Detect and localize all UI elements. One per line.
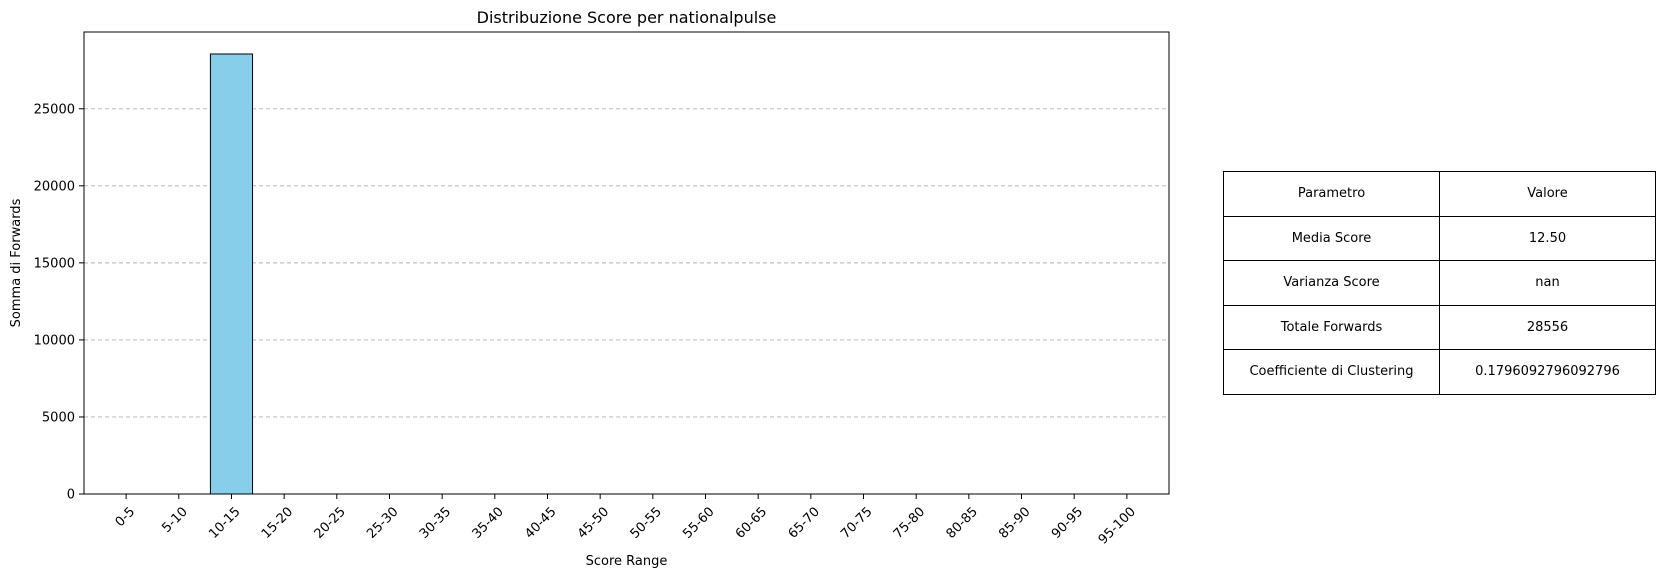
x-tick-label: 5-10 [159,504,190,535]
table-cell: Coefficiente di Clustering [1223,349,1440,395]
table-cell: Varianza Score [1223,260,1440,306]
x-tick-label: 10-15 [206,504,243,541]
table-cell: nan [1439,260,1656,306]
x-tick-label: 15-20 [259,504,296,541]
y-axis: 0 5000 10000 15000 20000 25000 [34,102,84,503]
table-row: Varianza Score nan [1223,260,1656,306]
x-tick-label: 80-85 [944,504,981,541]
table-cell: 12.50 [1439,215,1656,261]
x-tick-label: 60-65 [733,504,770,541]
table-cell: Totale Forwards [1223,304,1440,350]
table-cell: 28556 [1439,304,1656,350]
x-tick-label: 20-25 [312,504,349,541]
table-row: Media Score 12.50 [1223,215,1656,261]
table-header-cell: Parametro [1223,171,1440,217]
y-tick-label: 0 [67,488,75,503]
table-row: Totale Forwards 28556 [1223,304,1656,350]
chart-title: Distribuzione Score per nationalpulse [477,8,777,27]
grid-lines [84,108,1169,418]
table-row: Coefficiente di Clustering 0.17960927960… [1223,349,1656,395]
x-tick-label: 85-90 [996,504,1033,541]
table-header-row: Parametro Valore [1223,171,1656,217]
x-tick-label: 30-35 [417,504,454,541]
x-tick-label: 40-45 [522,504,559,541]
y-tick-label: 15000 [34,256,75,271]
x-tick-label: 55-60 [680,504,717,541]
y-tick-label: 25000 [34,102,75,117]
x-tick-label: 45-50 [575,504,612,541]
x-tick-label: 70-75 [838,504,875,541]
x-tick-label: 35-40 [470,504,507,541]
x-tick-label: 25-30 [364,504,401,541]
x-axis-label: Score Range [586,554,668,569]
table-cell: 0.1796092796092796 [1439,349,1656,395]
stats-table: Parametro Valore Media Score 12.50 Varia… [1223,171,1656,395]
y-axis-label: Somma di Forwards [9,198,24,327]
x-tick-label: 65-70 [786,504,823,541]
y-tick-label: 5000 [42,410,75,425]
x-tick-label: 95-100 [1096,504,1139,547]
x-tick-label: 0-5 [113,504,139,530]
bar [209,53,254,495]
x-tick-label: 90-95 [1049,504,1086,541]
x-tick-label: 75-80 [891,504,928,541]
table-cell: Media Score [1223,215,1440,261]
table-header-cell: Valore [1439,171,1656,217]
y-tick-label: 10000 [34,333,75,348]
y-tick-label: 20000 [34,179,75,194]
x-tick-label: 50-55 [628,504,665,541]
bars [209,53,254,495]
x-axis: 0-5 5-10 10-15 15-20 20-25 25-30 30-35 35-40 40-… [113,494,1139,548]
